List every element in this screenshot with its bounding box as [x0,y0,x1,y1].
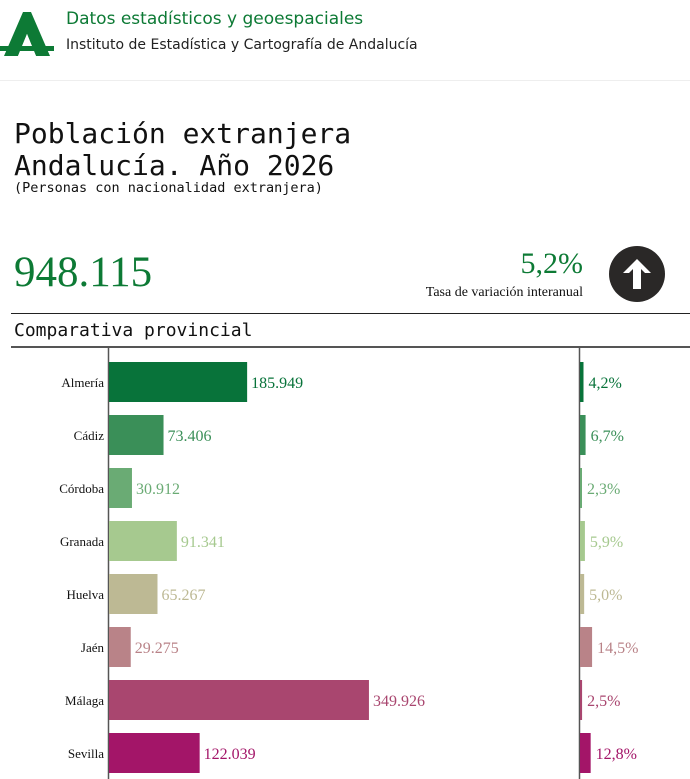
population-bar-cadiz [109,415,164,455]
rate-value-cadiz: 6,7% [591,428,624,445]
rate-value-cordoba: 2,3% [587,481,620,498]
section-divider [11,313,690,314]
rate-bar-cadiz [580,415,586,455]
rate-value-granada: 5,9% [590,534,623,551]
population-value-sevilla: 122.039 [204,746,256,763]
rate-value-jaen: 14,5% [597,640,638,657]
rate-bar-jaen [580,627,593,667]
provincial-chart: Almería 185.949 4,2% Cádiz 73.406 6,7% Córdoba… [59,348,638,779]
rate-bar-huelva [580,574,585,614]
population-bar-huelva [109,574,158,614]
rate-bar-cordoba [580,468,582,508]
population-value-huelva: 65.267 [161,587,205,604]
population-bar-jaen [109,627,131,667]
population-value-cordoba: 30.912 [136,481,180,498]
rate-value-huelva: 5,0% [589,587,622,604]
population-value-almeria: 185.949 [251,375,303,392]
site-title[interactable]: Datos estadísticos y geoespaciales [66,9,364,29]
population-value-granada: 91.341 [181,534,225,551]
page-title-line2: Andalucía. Año 2026 [14,149,335,182]
variation-rate-label: Tasa de variación interanual [425,285,583,300]
rate-value-almeria: 4,2% [589,375,622,392]
province-label-almeria: Almería [61,375,104,390]
arrow-up-icon [623,259,651,289]
province-label-cadiz: Cádiz [74,428,105,443]
population-bar-cordoba [109,468,132,508]
province-label-cordoba: Córdoba [59,481,104,496]
population-value-malaga: 349.926 [373,693,425,710]
rate-bar-malaga [580,680,583,720]
population-value-jaen: 29.275 [135,640,179,657]
andalucia-logo[interactable] [0,10,54,58]
province-label-granada: Granada [60,534,104,549]
rate-bar-sevilla [580,733,591,773]
province-label-huelva: Huelva [66,587,104,602]
page-subtitle: (Personas con nacionalidad extranjera) [14,180,323,196]
page-title-line1: Población extranjera [14,117,352,150]
site-header: Datos estadísticos y geoespaciales Insti… [0,0,690,81]
rate-value-sevilla: 12,8% [596,746,637,763]
page-title: Población extranjera Andalucía. Año 2026 [14,118,351,182]
site-subtitle: Instituto de Estadística y Cartografía d… [66,37,418,53]
variation-rate-value: 5,2% [520,247,584,280]
population-bar-sevilla [109,733,200,773]
rate-bar-almeria [580,362,584,402]
province-label-malaga: Málaga [65,693,104,708]
population-bar-almeria [109,362,248,402]
section-underline [11,346,690,348]
population-bar-granada [109,521,177,561]
trend-badge [609,246,665,302]
total-population: 948.115 [14,249,153,296]
section-title: Comparativa provincial [14,320,253,341]
province-label-sevilla: Sevilla [68,746,104,761]
rate-value-malaga: 2,5% [587,693,620,710]
population-value-cadiz: 73.406 [168,428,212,445]
province-label-jaen: Jaén [81,640,105,655]
rate-bar-granada [580,521,585,561]
population-bar-malaga [109,680,369,720]
